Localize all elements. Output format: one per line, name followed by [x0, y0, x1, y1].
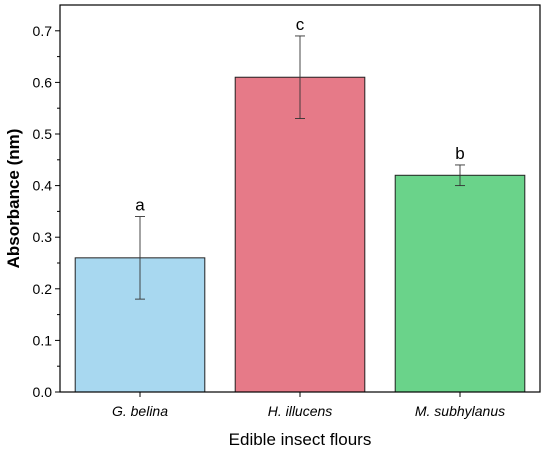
- plot-frame: [59, 4, 541, 393]
- x-axis-title: Edible insect flours: [229, 430, 372, 449]
- y-axis-title: Absorbance (nm): [4, 129, 23, 269]
- y-tick-label-0: 0.0: [33, 384, 53, 400]
- bar-1: [234, 76, 366, 393]
- significance-letter-2: b: [455, 144, 464, 163]
- error-bars-layer: [135, 35, 465, 300]
- y-tick-label-1: 0.1: [33, 332, 53, 348]
- y-tick-label-3: 0.3: [33, 229, 53, 245]
- y-tick-label-7: 0.7: [33, 23, 53, 39]
- bars-layer: [74, 76, 526, 393]
- y-tick-label-6: 0.6: [33, 74, 53, 90]
- x-tick-label-1: H. illucens: [268, 403, 333, 419]
- bar-2: [394, 174, 526, 393]
- significance-letter-0: a: [135, 196, 145, 215]
- significance-letter-1: c: [296, 15, 305, 34]
- axes-layer: [55, 4, 541, 397]
- labels-layer: a G. belina c H. illucens b M. subhylanus 0.0 0…: [33, 15, 506, 419]
- y-tick-label-2: 0.2: [33, 281, 53, 297]
- y-tick-label-5: 0.5: [33, 126, 53, 142]
- x-tick-label-0: G. belina: [112, 403, 168, 419]
- y-tick-label-4: 0.4: [33, 178, 53, 194]
- x-tick-label-2: M. subhylanus: [415, 403, 505, 419]
